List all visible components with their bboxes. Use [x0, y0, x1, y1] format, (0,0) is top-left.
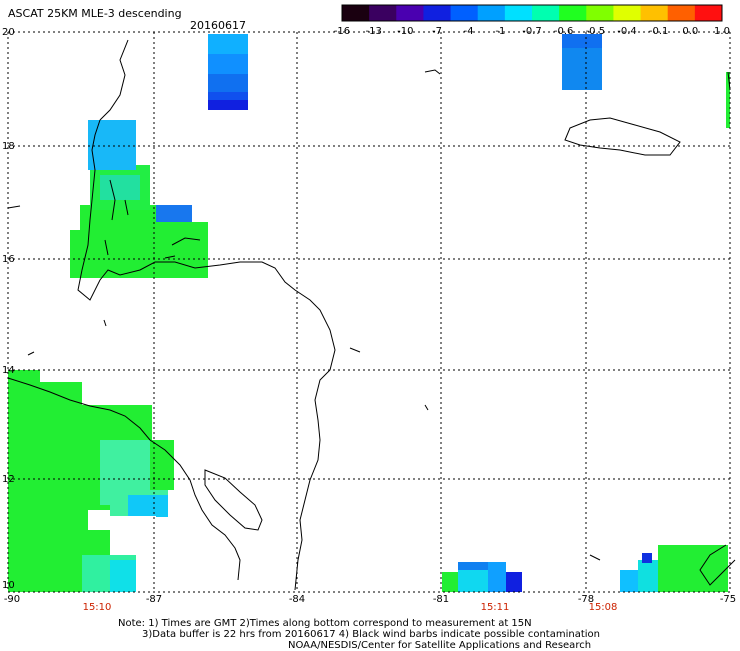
colorbar-segment [586, 5, 614, 21]
note-line-3: NOAA/NESDIS/Center for Satellite Applica… [288, 640, 592, 651]
island-small [7, 69, 601, 561]
colorbar-segment [369, 5, 397, 21]
swath-cell [208, 100, 248, 110]
colorbar-tick-label: -4 [463, 26, 474, 37]
swath-cell [100, 175, 140, 200]
swath-cell [40, 382, 82, 592]
lake-nicaragua [204, 469, 263, 531]
coastlines [7, 39, 736, 591]
lon-label-87: -87 [145, 594, 163, 605]
colorbar-tick-label: -0.6 [553, 26, 574, 37]
colorbar-segment [504, 5, 533, 21]
map-title: ASCAT 25KM MLE-3 descending [8, 7, 182, 20]
colorbar-segment [559, 5, 587, 21]
colorbar-tick-label: -7 [432, 26, 442, 37]
pass-time-1: 15:10 [82, 602, 112, 613]
swath-cell [208, 92, 248, 102]
coast-pacific [7, 377, 241, 581]
colorbar-segment [342, 5, 370, 21]
lat-label-14: 14 [2, 365, 15, 376]
lon-label-90: -90 [3, 594, 21, 605]
swath-cell [156, 255, 208, 278]
colorbar-tick-label: -0.7 [522, 26, 542, 37]
swath-cell [88, 120, 136, 170]
colorbar-segment [396, 5, 424, 21]
colorbar-segment [667, 5, 696, 21]
colorbar-tick-label: -1 [495, 26, 506, 37]
lat-label-16: 16 [2, 254, 15, 265]
colorbar-segment [532, 5, 560, 21]
colorbar-segment [640, 5, 669, 21]
swath-cell [562, 46, 602, 90]
colorbar-segment [450, 5, 479, 21]
colorbar-tick-label: 0.0 [682, 26, 699, 37]
swath-cell [442, 572, 458, 592]
colorbar-segment [423, 5, 452, 21]
colorbar-segment [477, 5, 506, 21]
lat-label-10: 10 [2, 580, 15, 591]
lat-label-20: 20 [2, 27, 15, 38]
belize-cays [104, 179, 129, 256]
lat-label-18: 18 [2, 141, 15, 152]
swath-cell [208, 74, 248, 92]
colorbar-tick-label: -10 [397, 26, 414, 37]
note-line-1: Note: 1) Times are GMT 2)Times along bot… [118, 618, 532, 629]
swath-cell [726, 72, 730, 128]
lon-label-75: -75 [719, 594, 737, 605]
swath-cell [8, 370, 40, 592]
pass-time-3: 15:08 [588, 602, 618, 613]
colorbar-tick-label: -0.1 [648, 26, 669, 37]
lat-lon-grid [7, 31, 731, 593]
swath-cell [488, 562, 506, 592]
colorbar [341, 4, 723, 22]
swath-cell [208, 54, 248, 74]
colorbar-border [341, 4, 723, 22]
swath-cell [156, 205, 192, 223]
pass-time-2: 15:11 [480, 602, 510, 613]
swath-cell [642, 553, 652, 563]
map-date: 20160617 [190, 19, 246, 32]
swath-cell [110, 560, 136, 592]
swath-gap [110, 516, 156, 552]
colorbar-tick-label: 1.0 [714, 26, 730, 37]
swath-cell [638, 560, 658, 592]
swath-cell [620, 570, 638, 592]
coast-hispaniola [699, 71, 736, 586]
swath-cell [208, 34, 248, 54]
swath-data [8, 34, 730, 592]
lat-label-12: 12 [2, 474, 15, 485]
swath-cell [156, 222, 208, 242]
swath-cell [128, 495, 168, 517]
lon-label-84: -84 [288, 594, 306, 605]
colorbar-tick-label: -16 [333, 26, 351, 37]
swath-cell [562, 34, 602, 48]
colorbar-segment [694, 5, 723, 21]
swath-cell [658, 545, 728, 592]
swath-cell [458, 562, 488, 570]
swath-gap [88, 510, 110, 530]
colorbar-tick-label: -0.4 [617, 26, 637, 37]
colorbar-tick-label: -0.5 [585, 26, 606, 37]
coast-central-america [77, 39, 336, 591]
lon-label-81: -81 [432, 594, 450, 605]
lon-label-78: -78 [577, 594, 595, 605]
swath-cell [506, 572, 522, 592]
colorbar-tick-label: -13 [365, 26, 382, 37]
note-line-2: 3)Data buffer is 22 hrs from 20160617 4)… [142, 629, 600, 640]
island-jamaica [564, 117, 681, 156]
colorbar-segment [613, 5, 642, 21]
islands-bay [164, 237, 201, 259]
